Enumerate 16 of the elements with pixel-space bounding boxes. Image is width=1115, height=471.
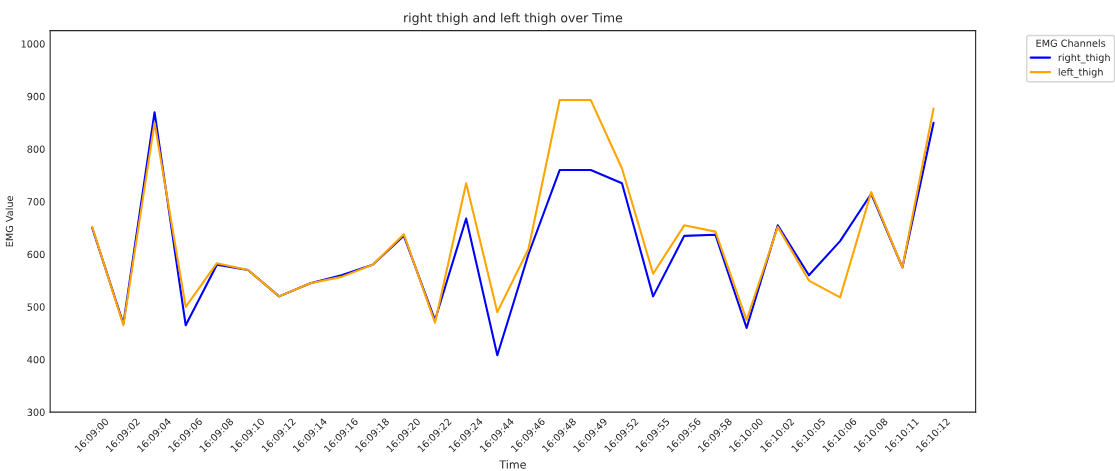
legend-title: EMG Channels <box>1036 39 1106 47</box>
y-tick-label: 1000 <box>21 40 45 48</box>
y-tick-label: 300 <box>27 408 45 416</box>
legend-label: left_thigh <box>1058 68 1103 78</box>
y-tick-label: 400 <box>27 355 45 364</box>
y-axis-title: EMG Value <box>5 195 14 247</box>
y-tick-label: 700 <box>27 198 45 206</box>
x-axis-title: Time <box>499 460 526 469</box>
line-series <box>91 111 935 357</box>
legend-label: right_thigh <box>1058 53 1110 64</box>
y-tick-label: 600 <box>27 250 45 259</box>
line-series <box>91 99 935 327</box>
y-tick-label: 800 <box>27 145 45 153</box>
y-tick-label: 500 <box>27 303 45 311</box>
chart-title: right thigh and left thigh over Time <box>404 12 623 25</box>
y-tick-label: 900 <box>27 92 45 101</box>
